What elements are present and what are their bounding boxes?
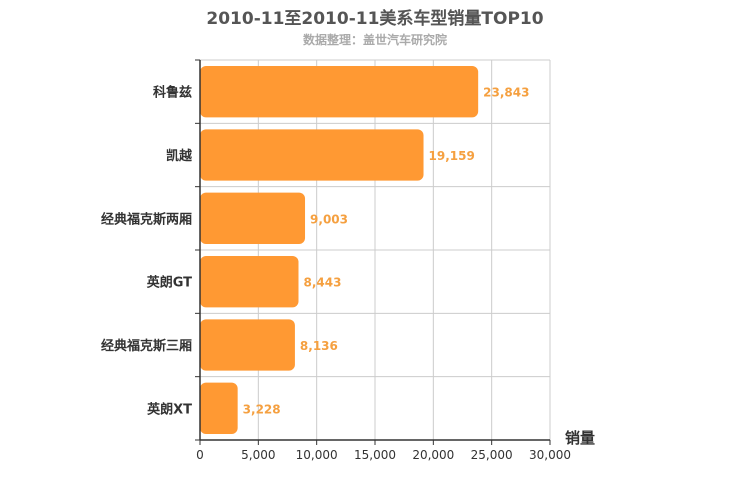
data-label: 9,003 bbox=[310, 212, 348, 226]
bar-4 bbox=[200, 256, 299, 308]
x-tick-label: 20,000 bbox=[412, 448, 454, 462]
x-tick-label: 10,000 bbox=[296, 448, 338, 462]
bar-5 bbox=[200, 319, 295, 371]
data-label: 3,228 bbox=[243, 402, 281, 416]
bar-6 bbox=[200, 382, 238, 434]
data-label: 8,443 bbox=[304, 276, 342, 290]
x-tick-label: 0 bbox=[196, 448, 204, 462]
data-label: 8,136 bbox=[300, 339, 338, 353]
x-tick-label: 30,000 bbox=[529, 448, 571, 462]
x-axis-label: 销量 bbox=[565, 429, 595, 447]
x-tick-label: 15,000 bbox=[354, 448, 396, 462]
category-label: 经典福克斯三厢 bbox=[101, 338, 192, 354]
x-tick-label: 5,000 bbox=[241, 448, 275, 462]
chart-title: 2010-11至2010-11美系车型销量TOP10 bbox=[206, 9, 544, 29]
category-label: 经典福克斯两厢 bbox=[101, 211, 192, 227]
data-label: 23,843 bbox=[483, 86, 529, 100]
bar-1 bbox=[200, 66, 479, 118]
category-label: 凯越 bbox=[166, 148, 193, 164]
bar-2 bbox=[200, 129, 424, 181]
category-label: 英朗GT bbox=[146, 275, 192, 291]
data-label: 19,159 bbox=[429, 149, 475, 163]
x-tick-label: 25,000 bbox=[471, 448, 513, 462]
chart-subtitle: 数据整理：盖世汽车研究院 bbox=[302, 33, 447, 47]
category-label: 英朗XT bbox=[146, 401, 192, 417]
bar-3 bbox=[200, 192, 306, 244]
category-label: 科鲁兹 bbox=[153, 85, 192, 101]
